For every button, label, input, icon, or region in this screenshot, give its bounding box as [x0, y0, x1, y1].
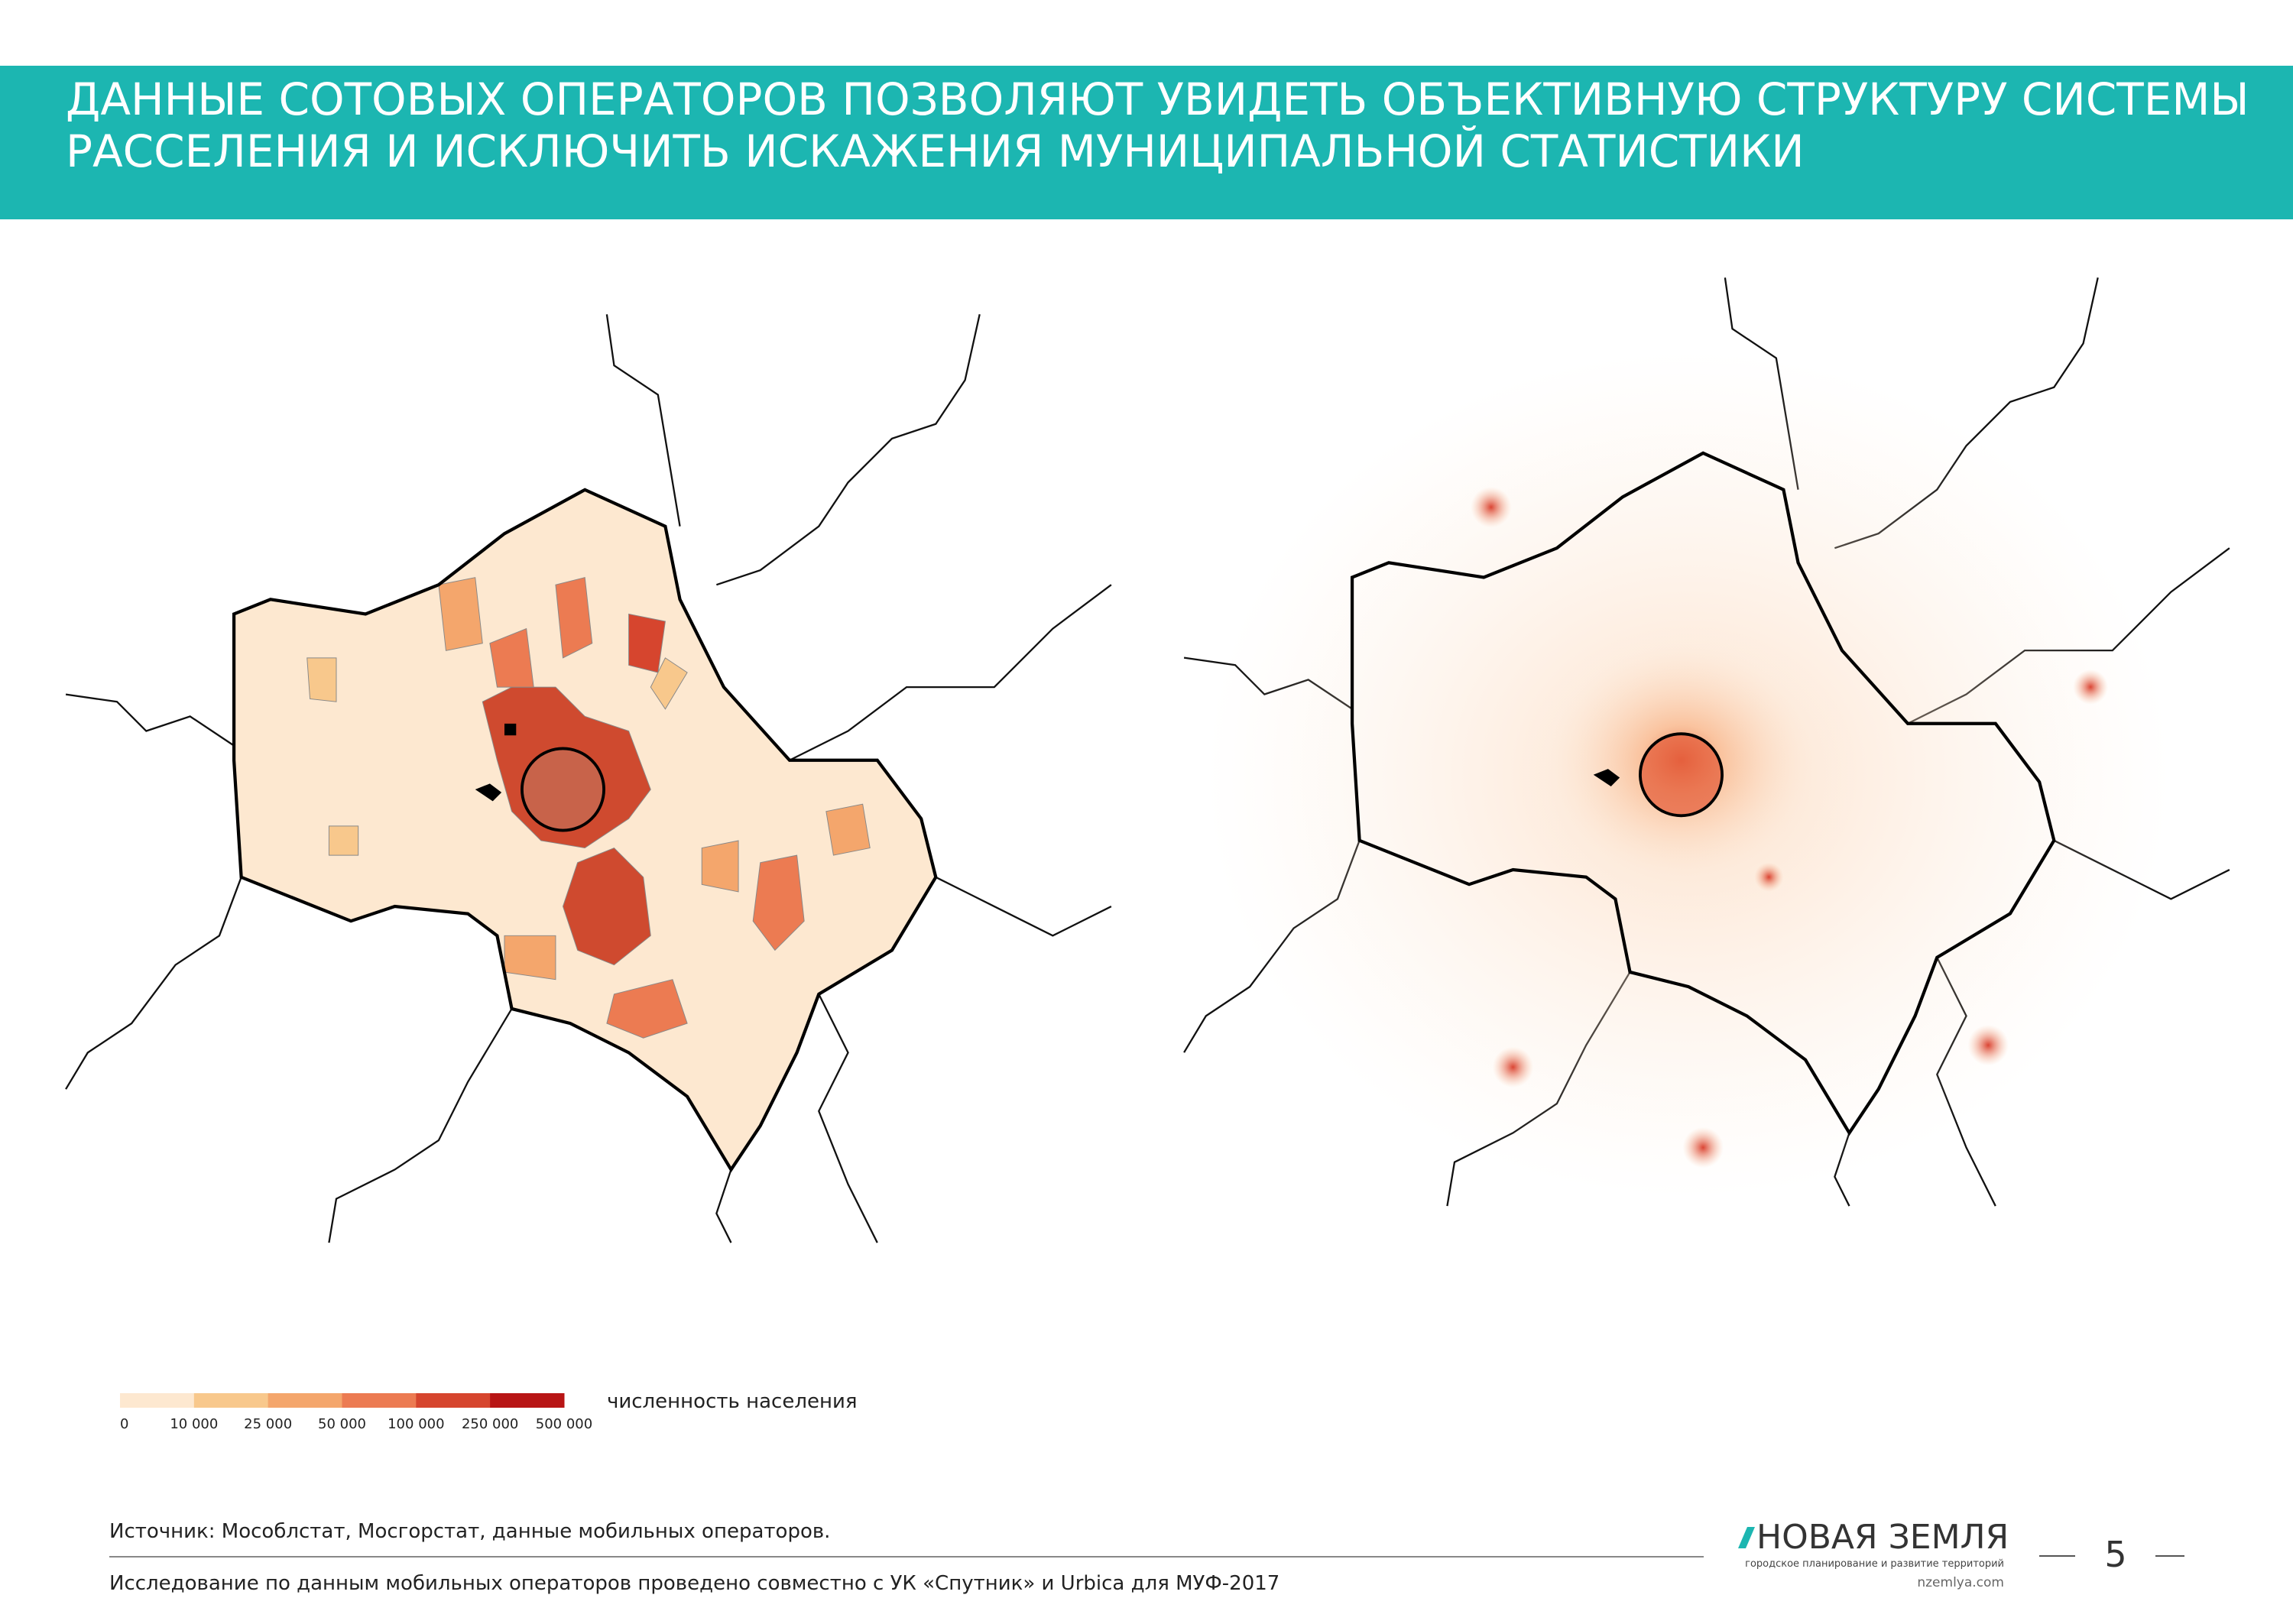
legend-swatch: [268, 1393, 342, 1408]
legend-tick-label: 100 000: [388, 1416, 444, 1432]
study-note: Исследование по данным мобильных операто…: [109, 1572, 1279, 1595]
legend-tick-label: 0: [120, 1416, 128, 1432]
source-note: Источник: Мособлстат, Мосгорстат, данные…: [109, 1520, 830, 1543]
legend-swatch: [120, 1393, 195, 1408]
legend-tick-label: 500 000: [536, 1416, 592, 1432]
legend-label: численность населения: [607, 1390, 857, 1413]
legend-tick-label: 10 000: [170, 1416, 218, 1432]
title-line: ДАННЫЕ СОТОВЫХ ОПЕРАТОРОВ ПОЗВОЛЯЮТ УВИД…: [66, 73, 2249, 125]
legend: 0 10 000 25 000 50 000 100 000 250 000 500 000: [120, 1393, 592, 1432]
header-band: [0, 66, 2293, 219]
legend-swatch: [342, 1393, 417, 1408]
logo-mark: [1738, 1527, 1755, 1548]
legend-swatch: [193, 1393, 269, 1408]
mobile-density-map: [1182, 277, 2231, 1207]
logo: НОВАЯ ЗЕМЛЯ: [1756, 1518, 2009, 1557]
legend-tick-label: 250 000: [462, 1416, 518, 1432]
legend-tick-label: 25 000: [244, 1416, 292, 1432]
legend-tick-label: 50 000: [318, 1416, 366, 1432]
legend-swatch: [490, 1393, 565, 1408]
url: nzemlya.com: [1917, 1575, 2004, 1590]
title-line: РАССЕЛЕНИЯ И ИСКЛЮЧИТЬ ИСКАЖЕНИЯ МУНИЦИП…: [66, 125, 1805, 177]
logo-tagline: городское планирование и развитие террит…: [1745, 1558, 2004, 1570]
legend-swatch: [416, 1393, 491, 1408]
population-map: [64, 313, 1113, 1244]
page-number: 5: [2104, 1534, 2126, 1575]
